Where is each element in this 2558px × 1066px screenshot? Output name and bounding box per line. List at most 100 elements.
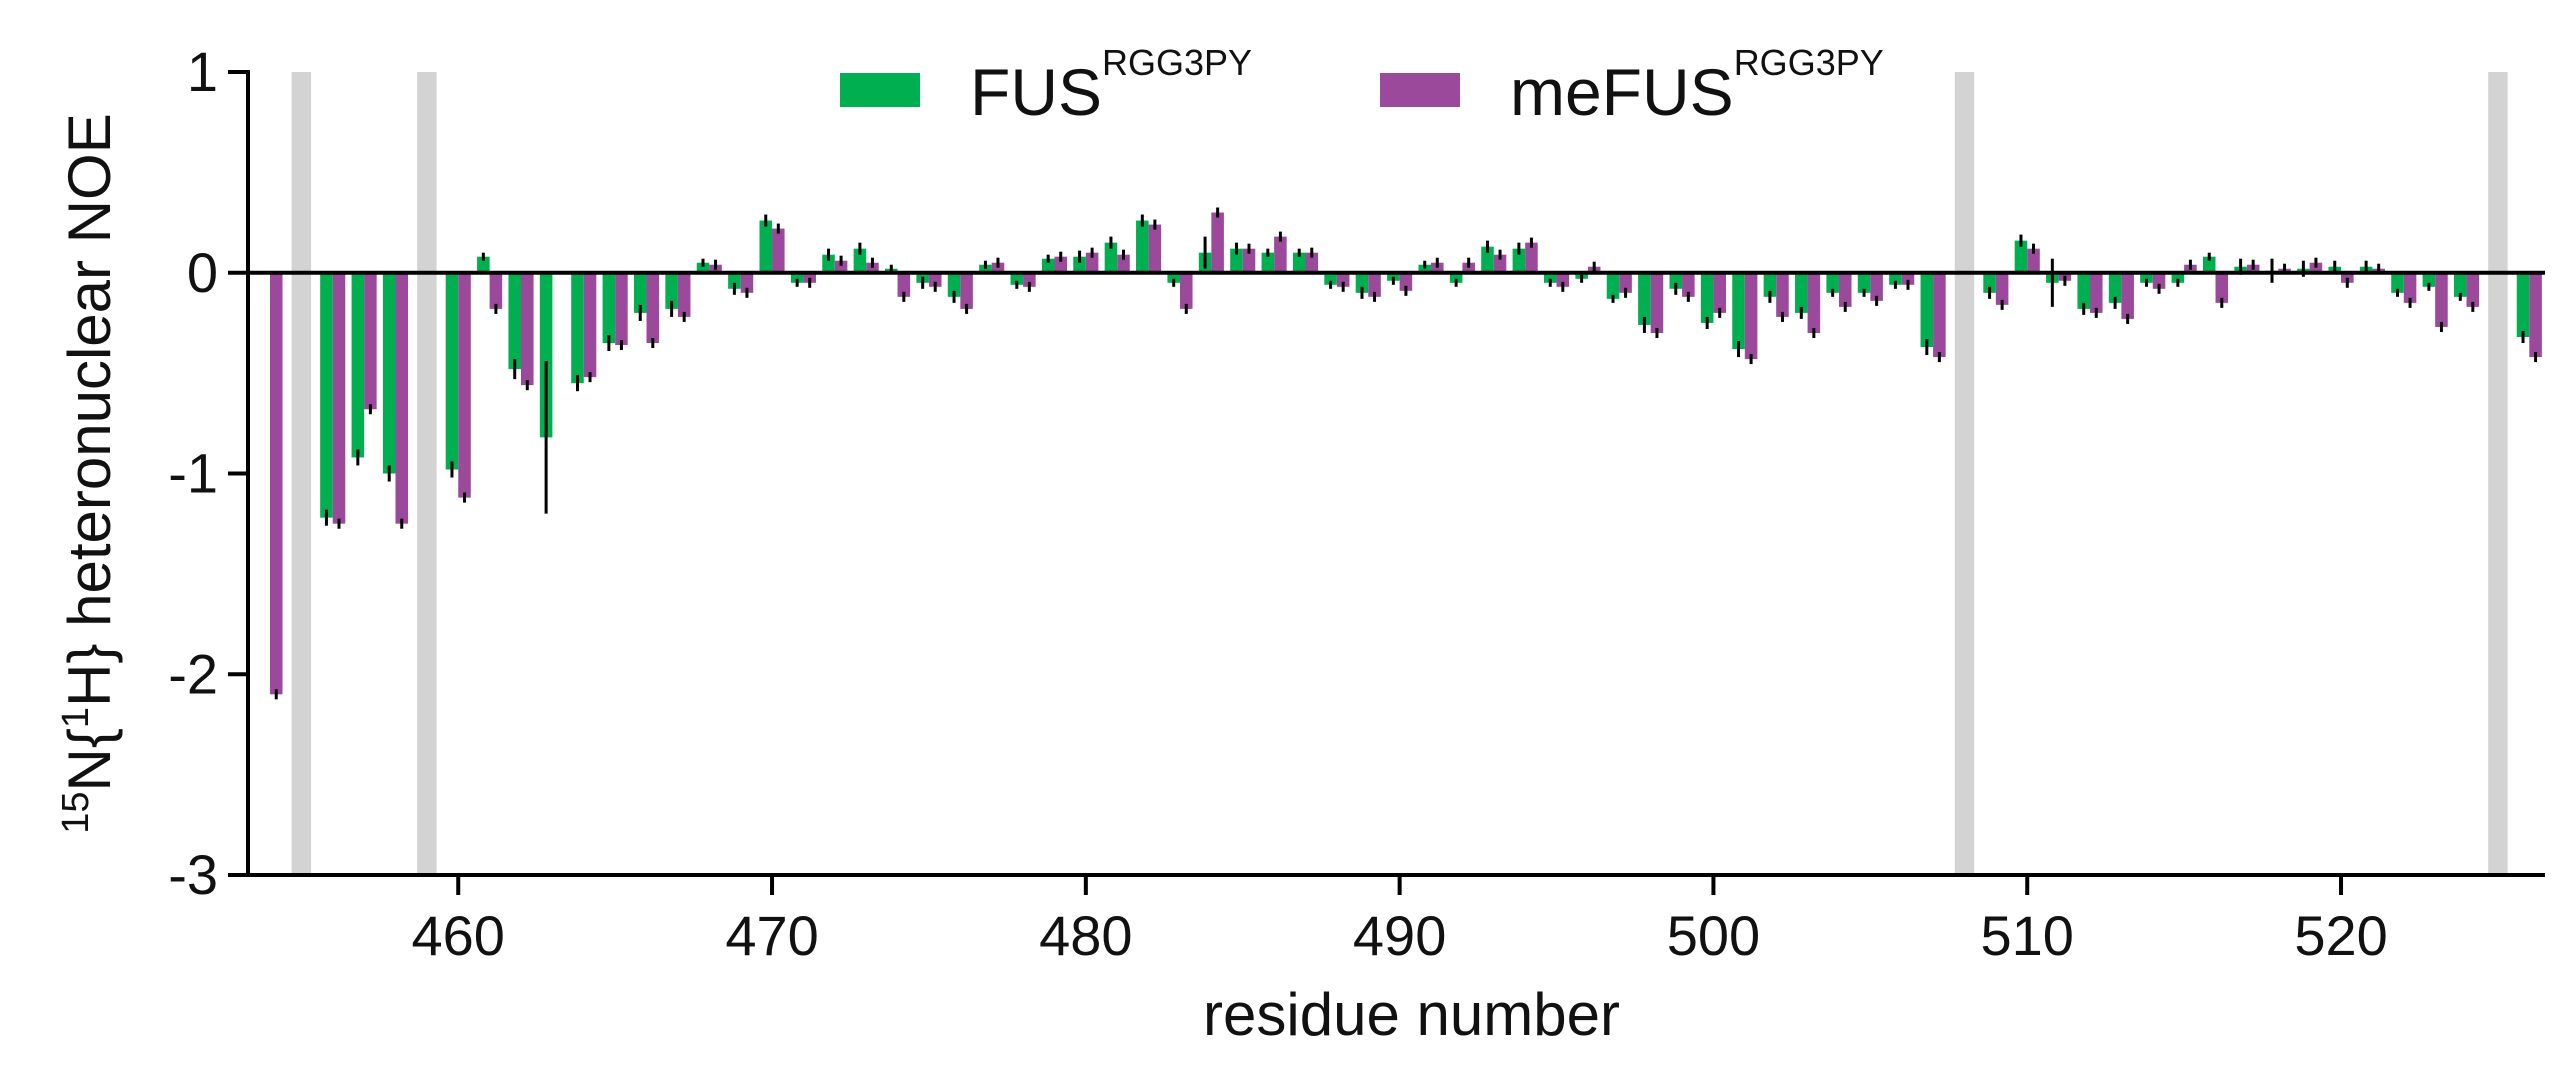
bar-fus-503 xyxy=(1795,272,1808,313)
y-tick-label: -2 xyxy=(168,642,218,705)
bar-fus-479 xyxy=(1041,258,1055,273)
x-tick-label: 480 xyxy=(1039,904,1132,967)
bar-fus-495 xyxy=(1543,272,1557,283)
bar-fus-489 xyxy=(1355,272,1369,293)
x-tick-label: 510 xyxy=(1981,904,2074,967)
bar-fus-472 xyxy=(822,254,835,273)
error-bars xyxy=(274,207,2538,700)
bar-fus-510 xyxy=(2014,240,2028,273)
bar-fus-499 xyxy=(1669,272,1683,289)
bar-fus-460 xyxy=(445,272,459,470)
legend-label-sup: RGG3PY xyxy=(1102,42,1252,83)
bar-mefus-462 xyxy=(521,272,534,386)
bar-mefus-512 xyxy=(2089,272,2103,313)
bar-fus-469 xyxy=(728,272,741,289)
bar-mefus-472 xyxy=(834,260,848,273)
bar-fus-462 xyxy=(508,272,522,370)
shaded-residue-459 xyxy=(417,72,437,875)
bar-fus-523 xyxy=(2422,272,2436,287)
y-axis-title-text: H} heteronuclear NOE xyxy=(56,113,123,707)
bar-fus-522 xyxy=(2391,272,2404,293)
bar-mefus-507 xyxy=(1933,272,1946,358)
x-tick-label: 490 xyxy=(1353,904,1446,967)
legend-swatch-mefus xyxy=(1380,73,1460,107)
bar-mefus-476 xyxy=(960,272,973,309)
x-axis-title: residue number xyxy=(1203,981,1620,1048)
bar-mefus-514 xyxy=(2152,272,2166,289)
bar-mefus-478 xyxy=(1023,272,1036,287)
bar-mefus-461 xyxy=(489,272,503,309)
bar-mefus-469 xyxy=(740,272,754,293)
x-tick-label: 470 xyxy=(725,904,818,967)
bar-mefus-488 xyxy=(1336,272,1350,287)
bar-mefus-457 xyxy=(364,272,377,410)
bar-fus-456 xyxy=(320,272,333,518)
shaded-regions xyxy=(291,72,2508,875)
bar-mefus-466 xyxy=(646,272,660,344)
bar-mefus-502 xyxy=(1776,272,1789,317)
y-axis-title-sup: 15 xyxy=(55,791,97,833)
bar-mefus-484 xyxy=(1211,212,1224,273)
bar-fus-498 xyxy=(1638,272,1651,325)
bar-mefus-516 xyxy=(2215,272,2229,303)
bar-mefus-506 xyxy=(1901,272,1915,285)
bar-fus-480 xyxy=(1073,256,1086,273)
bar-fus-501 xyxy=(1732,272,1745,350)
bar-fus-488 xyxy=(1324,272,1337,285)
bar-mefus-474 xyxy=(897,272,911,297)
bar-mefus-494 xyxy=(1525,242,1538,273)
bar-mefus-456 xyxy=(332,272,346,524)
x-tick-label: 460 xyxy=(412,904,505,967)
axes xyxy=(228,70,2545,895)
y-tick-label: -3 xyxy=(168,843,218,906)
legend-label-fus: FUSRGG3PY xyxy=(970,42,1252,129)
bar-fus-465 xyxy=(602,272,616,344)
y-tick-label: 1 xyxy=(187,40,218,103)
y-axis-title-text: N{ xyxy=(56,728,123,791)
bar-mefus-495 xyxy=(1556,272,1570,287)
bar-mefus-489 xyxy=(1368,272,1381,297)
bar-fus-524 xyxy=(2453,272,2467,297)
bar-mefus-486 xyxy=(1274,236,1287,273)
bar-mefus-479 xyxy=(1054,256,1068,273)
bar-mefus-490 xyxy=(1399,272,1413,291)
bar-mefus-513 xyxy=(2121,272,2134,319)
bar-mefus-497 xyxy=(1619,272,1632,293)
bar-fus-473 xyxy=(853,248,867,273)
bar-fus-514 xyxy=(2140,272,2153,283)
bar-fus-476 xyxy=(947,272,961,297)
y-axis-title: 15N{1H} heteronuclear NOE xyxy=(55,113,123,833)
bar-fus-468 xyxy=(696,262,710,273)
bar-fus-505 xyxy=(1857,272,1871,293)
bar-mefus-522 xyxy=(2403,272,2417,303)
bar-fus-463 xyxy=(539,272,553,438)
bar-fus-458 xyxy=(382,272,396,474)
bar-mefus-504 xyxy=(1838,272,1852,307)
bar-mefus-460 xyxy=(458,272,471,498)
bar-fus-457 xyxy=(351,272,365,458)
bar-fus-502 xyxy=(1763,272,1777,297)
bar-mefus-500 xyxy=(1713,272,1726,313)
bar-fus-513 xyxy=(2108,272,2122,303)
x-tick-label: 500 xyxy=(1667,904,1760,967)
y-tick-label: 0 xyxy=(187,241,218,304)
bar-mefus-503 xyxy=(1807,272,1821,333)
bar-mefus-480 xyxy=(1085,252,1099,273)
bar-mefus-501 xyxy=(1744,272,1758,360)
shaded-residue-525 xyxy=(2488,72,2508,875)
bar-mefus-482 xyxy=(1148,224,1162,273)
bar-fus-516 xyxy=(2202,256,2216,273)
bar-mefus-454 xyxy=(269,272,283,695)
bar-mefus-510 xyxy=(2027,248,2040,273)
bar-fus-471 xyxy=(790,272,804,283)
bar-fus-466 xyxy=(633,272,647,313)
bar-fus-482 xyxy=(1136,220,1149,273)
shaded-residue-508 xyxy=(1954,72,1975,875)
bar-fus-481 xyxy=(1104,242,1118,273)
bar-fus-483 xyxy=(1167,272,1180,283)
legend-label-sup: RGG3PY xyxy=(1734,42,1884,83)
bar-fus-467 xyxy=(665,272,678,309)
bar-fus-461 xyxy=(477,256,490,273)
axis-titles: residue number 15N{1H} heteronuclear NOE xyxy=(55,113,1620,1048)
shaded-residue-455 xyxy=(291,72,312,875)
